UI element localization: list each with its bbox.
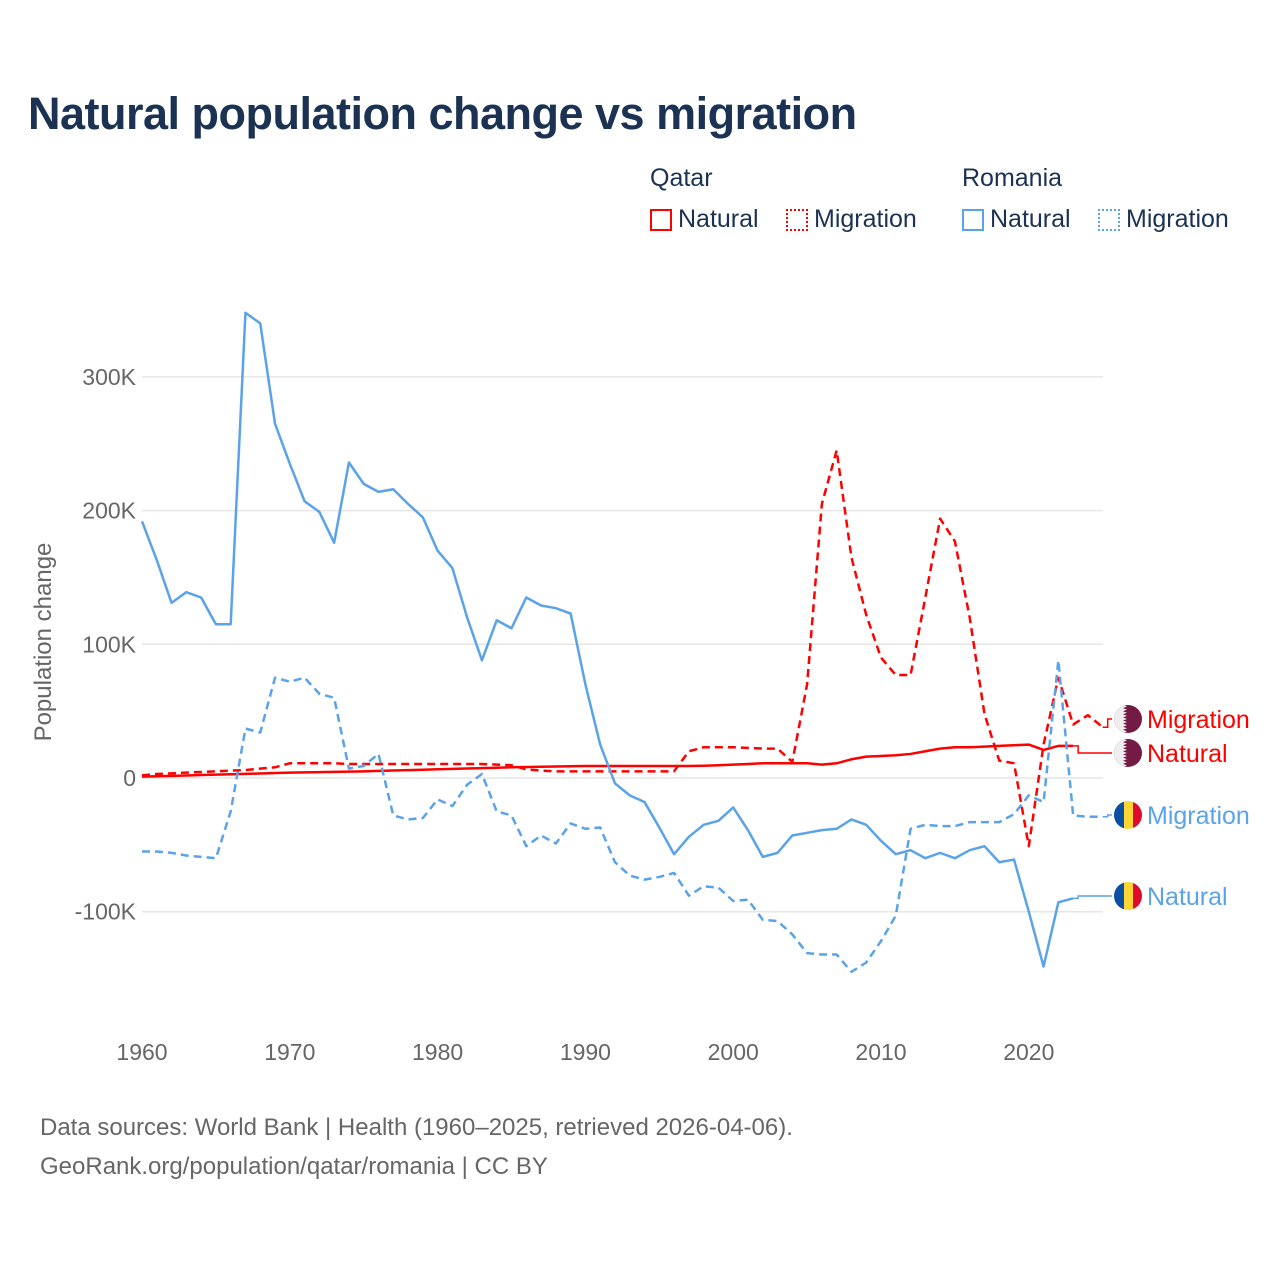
legend-swatch-dotted: [1098, 208, 1120, 231]
y-tick-label: 0: [123, 765, 136, 791]
legend-item-romania-natural[interactable]: Natural: [962, 205, 1071, 234]
romania-flag-icon: [1114, 801, 1142, 829]
end-label-qatar-natural: Natural: [1147, 740, 1228, 768]
x-tick-label: 2010: [855, 1039, 906, 1065]
label-connector: [1102, 718, 1112, 728]
series-line-romania-natural[interactable]: [140, 311, 1074, 968]
x-tick-label: 1980: [412, 1039, 463, 1065]
legend-item-qatar-migration[interactable]: Migration: [786, 205, 917, 234]
footer-link[interactable]: GeoRank.org/population/qatar/romania | C…: [40, 1153, 548, 1180]
legend-swatch-solid: [962, 208, 984, 231]
x-tick-label: 1960: [116, 1039, 167, 1065]
y-tick-label: 200K: [82, 498, 136, 524]
footer: Data sources: World Bank | Health (1960–…: [40, 1108, 793, 1186]
label-connector: [1073, 895, 1112, 900]
romania-flag-icon: [1114, 882, 1142, 910]
end-label-romania-natural: Natural: [1147, 883, 1228, 911]
y-tick-label: -100K: [75, 899, 137, 925]
qatar-flag-icon: [1114, 705, 1142, 733]
label-connector: [1073, 745, 1112, 754]
y-tick-label: 100K: [82, 631, 136, 657]
legend-item-romania-migration[interactable]: Migration: [1098, 205, 1229, 234]
end-label-romania-migration: Migration: [1147, 802, 1250, 830]
y-axis-label: Population change: [30, 543, 57, 742]
series-line-romania-migration[interactable]: [142, 659, 1103, 974]
legend-label: Migration: [814, 205, 917, 233]
x-tick-label: 1990: [560, 1039, 611, 1065]
qatar-flag-icon: [1114, 739, 1142, 767]
x-tick-label: 2000: [708, 1039, 759, 1065]
legend-group-romania: Romania: [962, 164, 1063, 192]
legend-label: Natural: [678, 205, 759, 233]
x-tick-label: 2020: [1003, 1039, 1054, 1065]
y-tick-label: 300K: [82, 364, 136, 390]
footer-sources: Data sources: World Bank | Health (1960–…: [40, 1114, 793, 1141]
x-tick-label: 1970: [264, 1039, 315, 1065]
chart-title: Natural population change vs migration: [28, 88, 857, 139]
legend-swatch-solid: [650, 208, 672, 231]
legend-label: Natural: [990, 205, 1071, 233]
legend-label: Migration: [1126, 205, 1229, 233]
legend-item-qatar-natural[interactable]: Natural: [650, 205, 759, 234]
series-line-qatar-migration[interactable]: [141, 449, 1104, 848]
end-label-qatar-migration: Migration: [1147, 706, 1250, 734]
label-connector: [1102, 814, 1112, 818]
legend-group-qatar: Qatar: [650, 164, 713, 192]
legend-swatch-dotted: [786, 208, 808, 231]
